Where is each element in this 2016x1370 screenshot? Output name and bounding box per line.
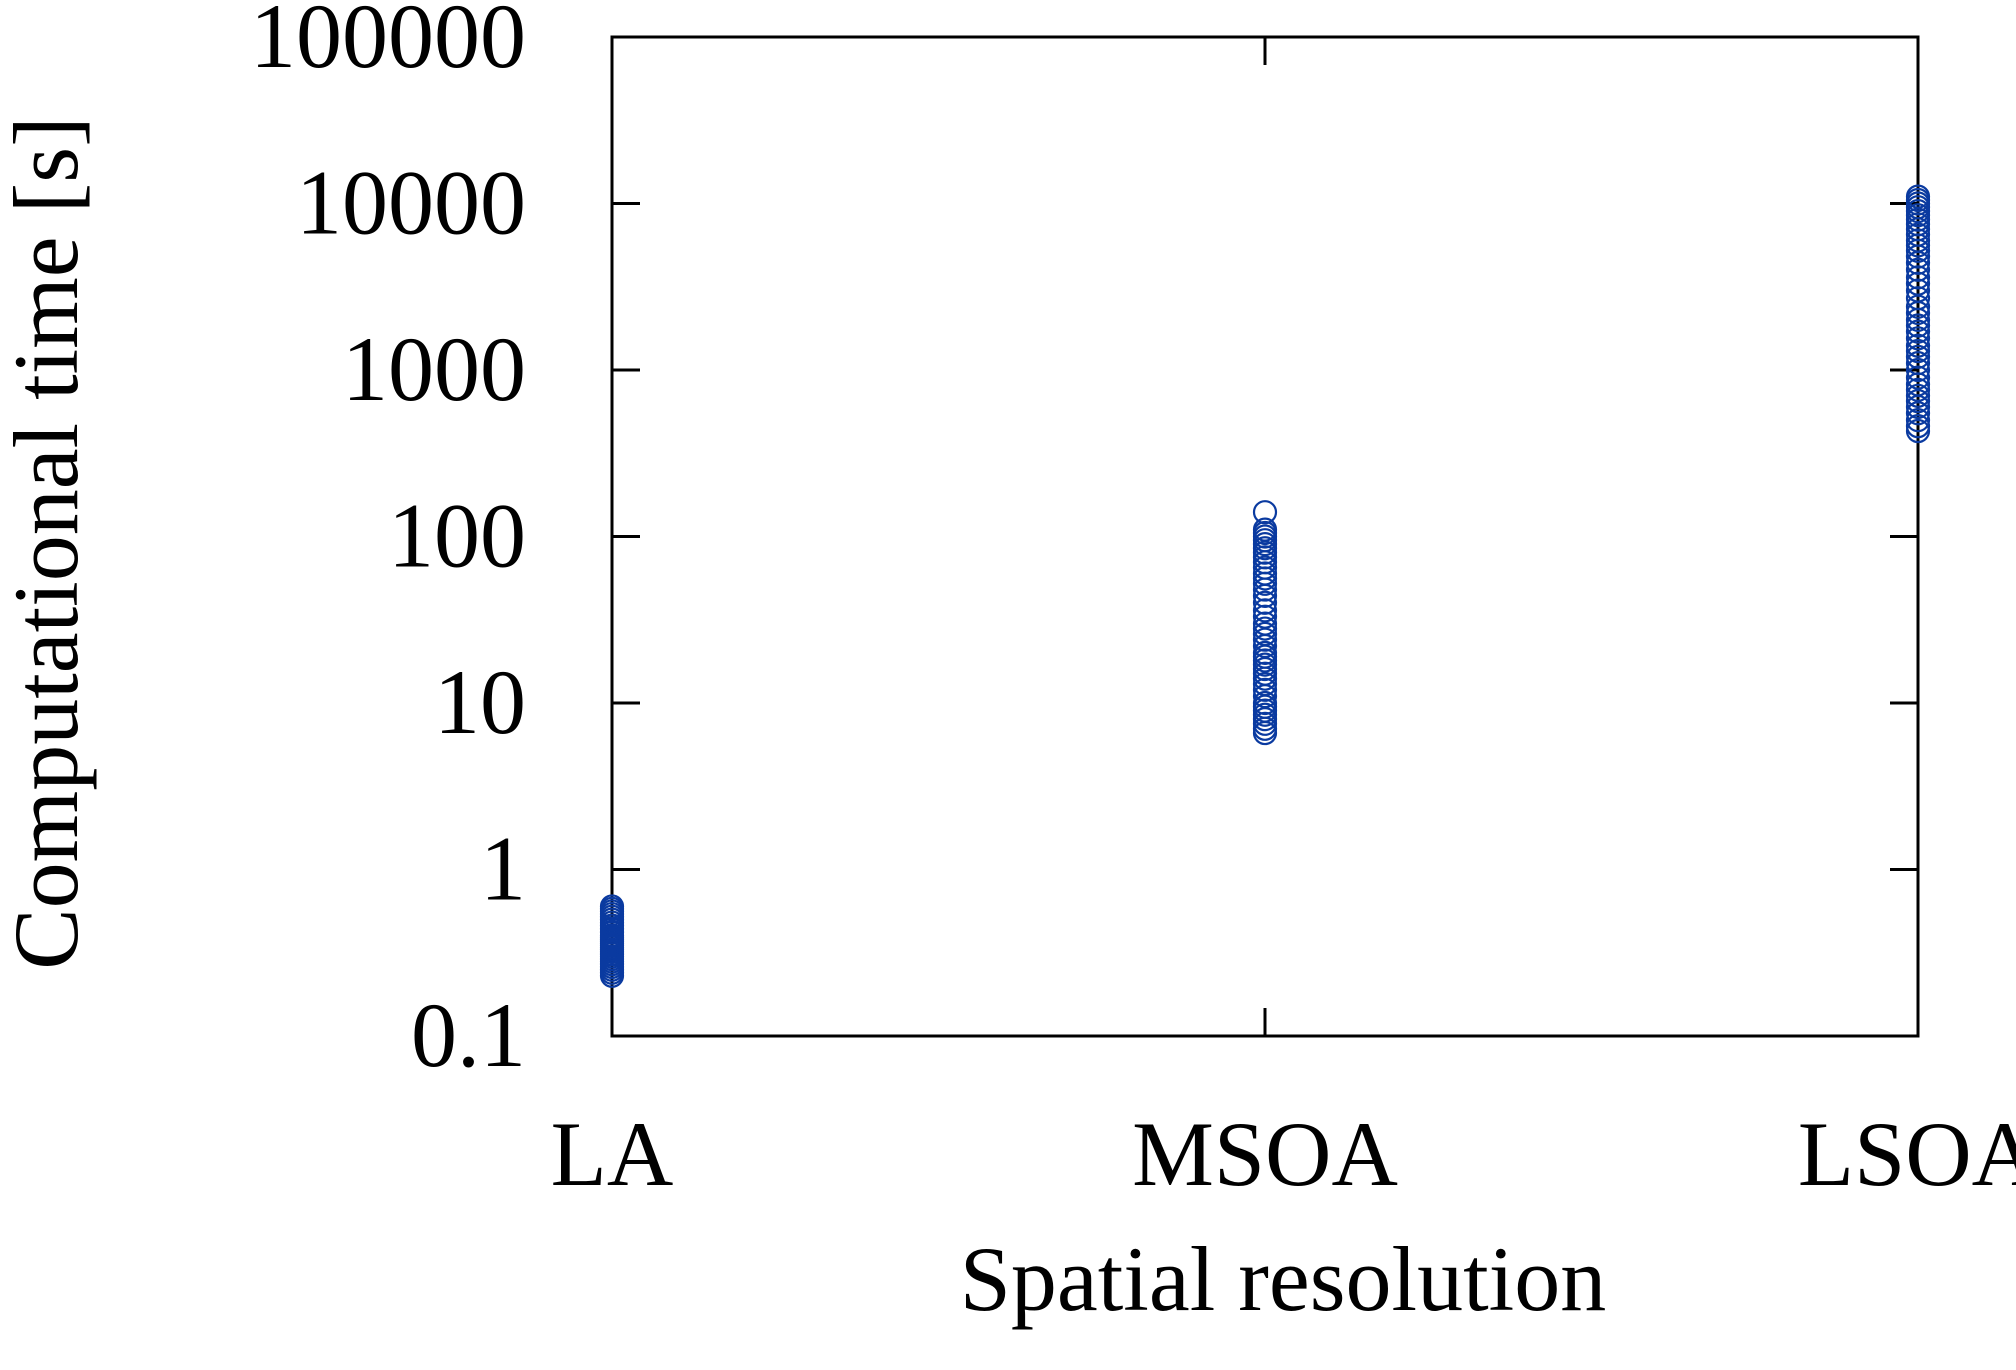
y-tick-label: 1 [480,818,526,920]
data-point-lsoa [1905,278,1931,303]
data-point-lsoa [1905,357,1931,383]
data-point-msoa [1252,561,1278,586]
data-point-msoa [1252,690,1278,716]
x-tick-labels: LA MSOA LSOA [551,1103,2016,1205]
data-points [599,184,1931,988]
data-point-lsoa [1905,351,1931,376]
data-point-lsoa [1905,313,1931,338]
data-point-msoa [1252,677,1278,702]
data-point-lsoa [1905,408,1931,433]
data-point-lsoa [1905,401,1931,426]
data-point-lsoa [1905,377,1931,402]
data-point-lsoa [1905,383,1931,408]
data-point-msoa [1252,500,1278,525]
y-tick-label: 100 [388,485,526,587]
data-point-lsoa [1905,365,1931,390]
tick-marks [612,37,1918,1036]
data-point-msoa [1252,598,1278,623]
y-tick-label: 10000 [296,152,526,254]
data-point-msoa [1252,621,1278,647]
data-point-msoa [1252,671,1278,697]
x-tick-label-msoa: MSOA [1132,1103,1398,1205]
y-tick-label: 100000 [250,0,526,87]
data-point-lsoa [1905,319,1931,344]
data-point-msoa [1252,590,1278,615]
data-point-msoa [1252,640,1278,665]
data-point-msoa [1252,611,1278,636]
data-point-lsoa [1905,257,1931,282]
data-point-lsoa [1905,414,1931,439]
data-point-msoa [1252,604,1278,629]
x-axis-title: Spatial resolution [960,1228,1606,1330]
data-point-lsoa [1905,326,1931,351]
data-point-lsoa [1905,286,1931,311]
data-point-la [599,894,625,919]
data-point-lsoa [1905,338,1931,364]
data-point-lsoa [1905,333,1931,358]
y-tick-label: 0.1 [411,984,526,1086]
y-tick-label: 1000 [342,318,526,420]
data-point-lsoa [1905,222,1931,247]
data-point-lsoa [1905,344,1931,369]
data-point-lsoa [1905,271,1931,296]
data-point-lsoa [1905,389,1931,414]
y-tick-labels: 0.1 1 10 100 1000 10000 100000 [250,0,526,1086]
x-tick-label-la: LA [551,1103,674,1205]
data-point-msoa [1252,555,1278,580]
data-point-msoa [1252,517,1278,542]
data-point-lsoa [1905,184,1931,209]
data-point-lsoa [1905,228,1931,253]
x-tick-label-lsoa: LSOA [1798,1103,2016,1205]
y-tick-label: 10 [434,651,526,753]
y-axis-title: Computational time [s] [0,116,97,969]
data-point-lsoa [1905,265,1931,290]
